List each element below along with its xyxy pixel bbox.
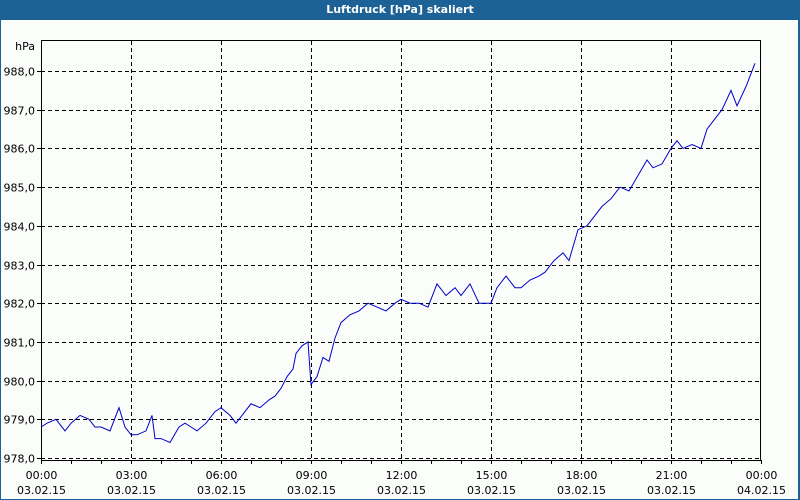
y-axis-ticks: 978,0 979,0 980,0 981,0 982,0 983,0 984,0 985,0…	[4, 66, 41, 466]
x-tick-date: 03.02.15	[467, 484, 516, 497]
y-tick-label: 981,0	[4, 337, 36, 350]
x-tick-date: 03.02.15	[287, 484, 336, 497]
x-tick-time: 09:00	[296, 469, 328, 482]
pressure-series-line	[40, 63, 756, 444]
y-tick-label: 985,0	[4, 182, 36, 195]
y-tick-label: 986,0	[4, 143, 36, 156]
y-tick-label: 984,0	[4, 221, 36, 234]
x-tick-time: 03:00	[116, 469, 148, 482]
x-tick-date: 03.02.15	[197, 484, 246, 497]
x-tick-date: 03.02.15	[647, 484, 696, 497]
y-tick-label: 982,0	[4, 298, 36, 311]
x-tick-date: 03.02.15	[107, 484, 156, 497]
x-tick-date: 03.02.15	[557, 484, 606, 497]
y-tick-label: 979,0	[4, 414, 36, 427]
x-tick-time: 21:00	[656, 469, 688, 482]
plot-frame	[41, 40, 761, 461]
x-tick-date: 04.02.15	[737, 484, 786, 497]
y-tick-label: 978,0	[4, 453, 36, 466]
x-tick-time: 00:00	[746, 469, 778, 482]
y-tick-label: 980,0	[4, 376, 36, 389]
x-tick-time: 18:00	[566, 469, 598, 482]
y-tick-label: 983,0	[4, 260, 36, 273]
x-tick-date: 03.02.15	[17, 484, 66, 497]
y-axis-unit-label: hPa	[15, 40, 35, 53]
window-title: Luftdruck [hPa] skaliert	[0, 0, 800, 20]
x-tick-date: 03.02.15	[377, 484, 426, 497]
x-axis-ticks: 00:00 03.02.15 03:00 03.02.15 06:00 03.02.15 0…	[17, 460, 786, 497]
grid-lines	[41, 41, 761, 460]
y-tick-label: 987,0	[4, 105, 36, 118]
x-tick-time: 15:00	[476, 469, 508, 482]
x-tick-time: 12:00	[386, 469, 418, 482]
y-tick-label: 988,0	[4, 66, 36, 79]
x-tick-time: 00:00	[26, 469, 58, 482]
x-tick-time: 06:00	[206, 469, 238, 482]
